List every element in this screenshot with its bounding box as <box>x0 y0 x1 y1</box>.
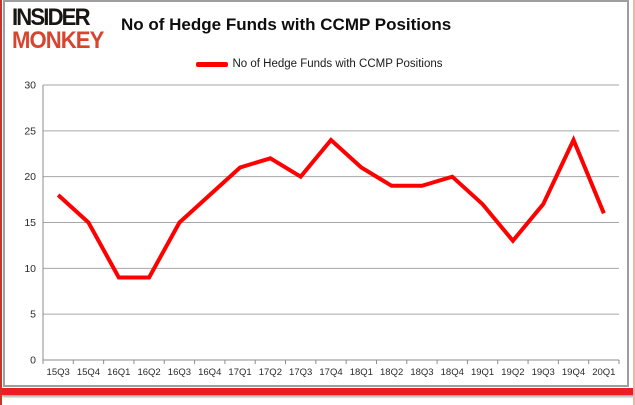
red-line-swatch-icon <box>196 61 229 67</box>
svg-text:20: 20 <box>24 171 36 183</box>
svg-text:5: 5 <box>30 309 36 321</box>
bottom-red-bar <box>2 388 633 395</box>
hedge-funds-line-chart: 0 5 10 15 20 25 30 15Q3 15Q4 16Q1 16Q2 16Q3 16Q4 17Q1… <box>24 80 620 378</box>
svg-text:17Q4: 17Q4 <box>319 367 342 378</box>
chart-frame <box>3 0 629 387</box>
svg-text:18Q4: 18Q4 <box>441 367 464 378</box>
legend-label: No of Hedge Funds with CCMP Positions <box>232 58 443 70</box>
svg-text:18Q2: 18Q2 <box>380 367 403 378</box>
svg-text:19Q2: 19Q2 <box>501 367 524 378</box>
svg-text:17Q3: 17Q3 <box>289 367 312 378</box>
svg-text:16Q1: 16Q1 <box>107 367 130 378</box>
svg-text:15Q4: 15Q4 <box>77 367 100 378</box>
svg-text:25: 25 <box>24 125 36 137</box>
y-axis-labels: 0 5 10 15 20 25 30 <box>24 80 36 367</box>
insider-monkey-logo: INSIDER MONKEY <box>12 4 104 54</box>
page-title: No of Hedge Funds with CCMP Positions <box>121 15 452 34</box>
svg-text:20Q1: 20Q1 <box>592 367 615 378</box>
svg-text:15Q3: 15Q3 <box>47 367 70 378</box>
logo-word-monkey: MONKEY <box>12 27 104 54</box>
svg-text:10: 10 <box>24 263 36 275</box>
svg-text:15: 15 <box>24 217 36 229</box>
svg-text:16Q4: 16Q4 <box>198 367 221 378</box>
svg-text:0: 0 <box>30 355 36 367</box>
svg-text:19Q1: 19Q1 <box>471 367 494 378</box>
svg-text:30: 30 <box>24 80 36 92</box>
svg-text:16Q3: 16Q3 <box>168 367 191 378</box>
svg-text:18Q1: 18Q1 <box>350 367 373 378</box>
svg-text:17Q1: 17Q1 <box>228 367 251 378</box>
svg-text:18Q3: 18Q3 <box>410 367 433 378</box>
svg-text:17Q2: 17Q2 <box>259 367 282 378</box>
chart-legend: No of Hedge Funds with CCMP Positions <box>2 58 633 70</box>
svg-text:19Q4: 19Q4 <box>562 367 585 378</box>
axes <box>42 85 620 364</box>
gridlines <box>43 84 619 361</box>
x-axis-labels: 15Q3 15Q4 16Q1 16Q2 16Q3 16Q4 17Q1 17Q2 17Q3 17Q4… <box>47 367 616 378</box>
svg-text:16Q2: 16Q2 <box>137 367 160 378</box>
logo-word-insider: INSIDER <box>12 4 91 31</box>
line-series <box>56 135 606 280</box>
svg-text:19Q3: 19Q3 <box>532 367 555 378</box>
